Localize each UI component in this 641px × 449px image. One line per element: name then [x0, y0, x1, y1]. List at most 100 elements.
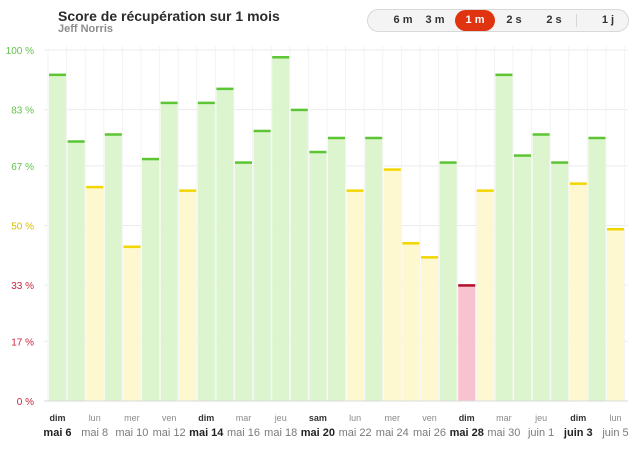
bar-mai-29 — [476, 190, 494, 401]
bar-cap — [123, 245, 141, 249]
y-tick-label: 0 % — [17, 397, 34, 408]
bar-cap — [197, 101, 215, 105]
bar-mai-19 — [290, 109, 308, 402]
y-tick-label: 50 % — [11, 222, 34, 233]
range-1-month-button[interactable]: 1 m — [455, 10, 495, 31]
x-weekday-label: dim — [49, 413, 65, 423]
bar-cap — [402, 242, 420, 245]
bar-mai-26 — [421, 257, 438, 401]
bar-mai-13 — [179, 190, 197, 401]
x-date-label: juin 5 — [601, 427, 628, 439]
bar-mai-31 — [514, 155, 531, 401]
bar-mai-7 — [67, 141, 85, 401]
x-weekday-label: ven — [422, 413, 437, 423]
bar-mai-28 — [458, 285, 476, 401]
bar-cap — [514, 154, 531, 157]
y-tick-label: 33 % — [11, 281, 34, 292]
bar-mai-21 — [328, 137, 345, 401]
range-2-weeks-button[interactable]: 2 s — [506, 14, 522, 26]
bar-cap — [67, 140, 85, 143]
x-weekday-label: ven — [162, 413, 177, 423]
x-date-label: mai 10 — [115, 427, 148, 439]
bar-cap — [235, 161, 252, 164]
range-1-day-button[interactable]: 1 j — [601, 14, 615, 26]
bar-cap — [365, 136, 383, 140]
bar-mai-9 — [104, 134, 122, 402]
bar-mai-8 — [86, 186, 104, 401]
bar-cap — [476, 189, 494, 192]
bar-mai-30 — [495, 74, 513, 401]
user-name: Jeff Norris — [58, 23, 114, 35]
bar-mai-22 — [346, 190, 364, 401]
bar-cap — [421, 256, 438, 259]
x-date-label: mai 22 — [339, 427, 372, 439]
bar-cap — [272, 56, 290, 59]
bar-cap — [551, 161, 569, 164]
bar-cap — [532, 133, 550, 136]
time-range-selector: 6 m 3 m 1 m 2 s 2 s 1 j — [367, 9, 629, 32]
bar-cap — [383, 168, 401, 171]
x-date-label: mai 18 — [264, 427, 297, 439]
x-weekday-label: dim — [198, 413, 214, 423]
bar-cap — [86, 185, 104, 189]
bar-mai-23 — [365, 137, 383, 401]
x-date-label: mai 20 — [301, 427, 335, 439]
bar-juin-2 — [551, 162, 569, 401]
x-date-label: mai 28 — [450, 427, 484, 439]
x-weekday-label: sam — [309, 413, 327, 423]
range-2-weeks-alt-button[interactable]: 2 s — [546, 14, 562, 26]
x-weekday-label: lun — [89, 413, 101, 423]
x-date-label: juin 1 — [527, 427, 554, 439]
bar-cap — [290, 108, 308, 112]
bar-cap — [216, 87, 234, 91]
bar-mai-16 — [235, 162, 252, 401]
bar-cap — [160, 101, 178, 105]
y-tick-label: 67 % — [11, 162, 34, 173]
bar-cap — [439, 161, 457, 164]
x-date-label: mai 6 — [43, 427, 71, 439]
range-3-months-button[interactable]: 3 m — [425, 14, 445, 26]
y-tick-label: 100 % — [6, 46, 34, 57]
range-separator — [576, 14, 577, 27]
bar-juin-3 — [569, 183, 587, 401]
bar-juin-1 — [532, 134, 550, 402]
bar-mai-10 — [123, 246, 141, 401]
bar-mai-12 — [160, 102, 178, 402]
bar-juin-5 — [607, 229, 624, 401]
x-date-label: mai 16 — [227, 427, 260, 439]
bar-cap — [458, 284, 476, 287]
y-tick-label: 17 % — [11, 337, 34, 348]
bar-mai-20 — [309, 151, 327, 401]
bar-cap — [607, 228, 624, 231]
bar-mai-25 — [402, 243, 420, 401]
bar-mai-14 — [197, 102, 215, 402]
bar-mai-24 — [383, 169, 401, 401]
bar-juin-4 — [588, 137, 606, 401]
x-weekday-label: dim — [570, 413, 586, 423]
x-weekday-label: mer — [385, 413, 401, 423]
x-weekday-label: mer — [124, 413, 140, 423]
x-date-label: mai 12 — [153, 427, 186, 439]
x-date-label: mai 8 — [81, 427, 108, 439]
bar-mai-11 — [142, 158, 159, 401]
x-date-label: mai 26 — [413, 427, 446, 439]
bar-cap — [253, 129, 271, 133]
bar-cap — [569, 182, 587, 185]
bar-cap — [588, 136, 606, 140]
bar-cap — [49, 73, 66, 77]
x-date-label: mai 14 — [189, 427, 224, 439]
bar-cap — [142, 157, 159, 161]
bar-cap — [346, 189, 364, 192]
x-weekday-label: lun — [349, 413, 361, 423]
x-weekday-label: jeu — [534, 413, 547, 423]
x-weekday-label: lun — [609, 413, 621, 423]
x-weekday-label: mar — [496, 413, 512, 423]
y-tick-label: 83 % — [11, 106, 34, 117]
x-weekday-label: jeu — [274, 413, 287, 423]
range-6-months-button[interactable]: 6 m — [393, 14, 413, 26]
x-weekday-label: dim — [459, 413, 475, 423]
bar-cap — [104, 133, 122, 136]
bar-cap — [328, 136, 345, 140]
bar-mai-17 — [253, 130, 271, 402]
